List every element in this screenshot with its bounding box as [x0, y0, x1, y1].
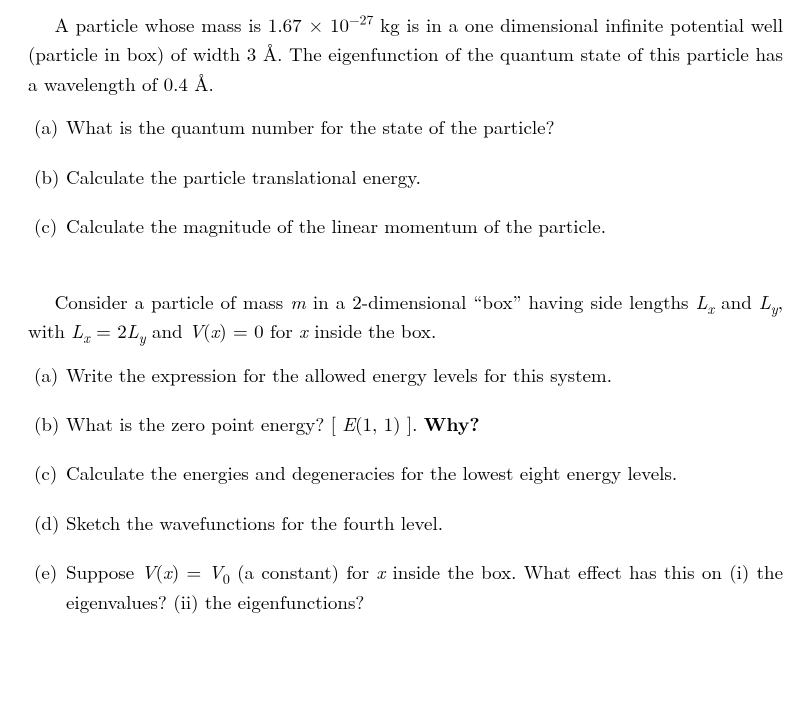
problem2-part-c: (c) Calculate the energies and degenerac… [28, 458, 783, 487]
part-label: (a) [34, 360, 66, 389]
part-text: What is the zero point energy? [ E(1, 1)… [66, 409, 783, 438]
part-label: (a) [34, 112, 66, 141]
problem1-part-c: (c) Calculate the magnitude of the linea… [28, 211, 783, 240]
part-label: (c) [34, 211, 66, 240]
problem1-part-a: (a) What is the quantum number for the s… [28, 112, 783, 141]
part-text: Calculate the magnitude of the linear mo… [66, 211, 783, 240]
part-label: (b) [34, 409, 66, 438]
problem2-intro: Consider a particle of mass m in a 2-dim… [28, 287, 783, 346]
part-text: Calculate the particle translational ene… [66, 162, 783, 191]
part-label: (d) [34, 508, 66, 537]
problem-separator [28, 261, 783, 287]
problem2-part-b: (b) What is the zero point energy? [ E(1… [28, 409, 783, 438]
part-label: (b) [34, 162, 66, 191]
part-text: What is the quantum number for the state… [66, 112, 783, 141]
part-label: (e) [34, 557, 66, 616]
problem2-part-e: (e) Suppose V(x) = V0 (a constant) for x… [28, 557, 783, 616]
problem1-intro: A particle whose mass is 1.67 × 10−27 kg… [28, 10, 783, 98]
part-text: Sketch the wavefunctions for the fourth … [66, 508, 783, 537]
part-label: (c) [34, 458, 66, 487]
problem2-part-d: (d) Sketch the wavefunctions for the fou… [28, 508, 783, 537]
part-text: Suppose V(x) = V0 (a constant) for x ins… [66, 557, 783, 616]
part-text: Calculate the energies and degeneracies … [66, 458, 783, 487]
problem2-part-a: (a) Write the expression for the allowed… [28, 360, 783, 389]
problem1-part-b: (b) Calculate the particle translational… [28, 162, 783, 191]
part-text: Write the expression for the allowed ene… [66, 360, 783, 389]
